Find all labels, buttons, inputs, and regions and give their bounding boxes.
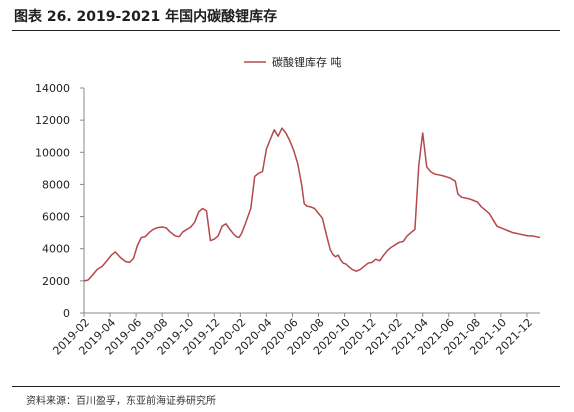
chart-title: 图表 26. 2019-2021 年国内碳酸锂库存 bbox=[14, 9, 278, 25]
y-tick-label: 2000 bbox=[42, 275, 70, 288]
line-chart: 碳酸锂库存 吨 0 2000 4000 6000 8000 10000 12000 14000… bbox=[35, 55, 541, 358]
series-line bbox=[83, 127, 541, 282]
legend: 碳酸锂库存 吨 bbox=[244, 55, 342, 69]
y-tick-label: 12000 bbox=[35, 114, 70, 127]
y-tick-label: 14000 bbox=[35, 82, 70, 95]
y-tick-label: 10000 bbox=[35, 146, 70, 159]
y-tick-label: 8000 bbox=[42, 178, 70, 191]
source-note: 资料来源：百川盈孚，东亚前海证券研究所 bbox=[26, 396, 216, 407]
legend-label: 碳酸锂库存 吨 bbox=[272, 55, 342, 69]
y-tick-label: 4000 bbox=[42, 243, 70, 256]
axes bbox=[80, 87, 540, 317]
y-tick-labels: 0 2000 4000 6000 8000 10000 12000 14000 bbox=[35, 82, 70, 320]
x-tick-labels: 2019-022019-042019-062019-082019-102019-… bbox=[50, 316, 535, 358]
title-rule bbox=[12, 30, 560, 31]
y-tick-label: 0 bbox=[63, 307, 70, 320]
y-tick-label: 6000 bbox=[42, 211, 70, 224]
footer-rule bbox=[12, 386, 560, 387]
